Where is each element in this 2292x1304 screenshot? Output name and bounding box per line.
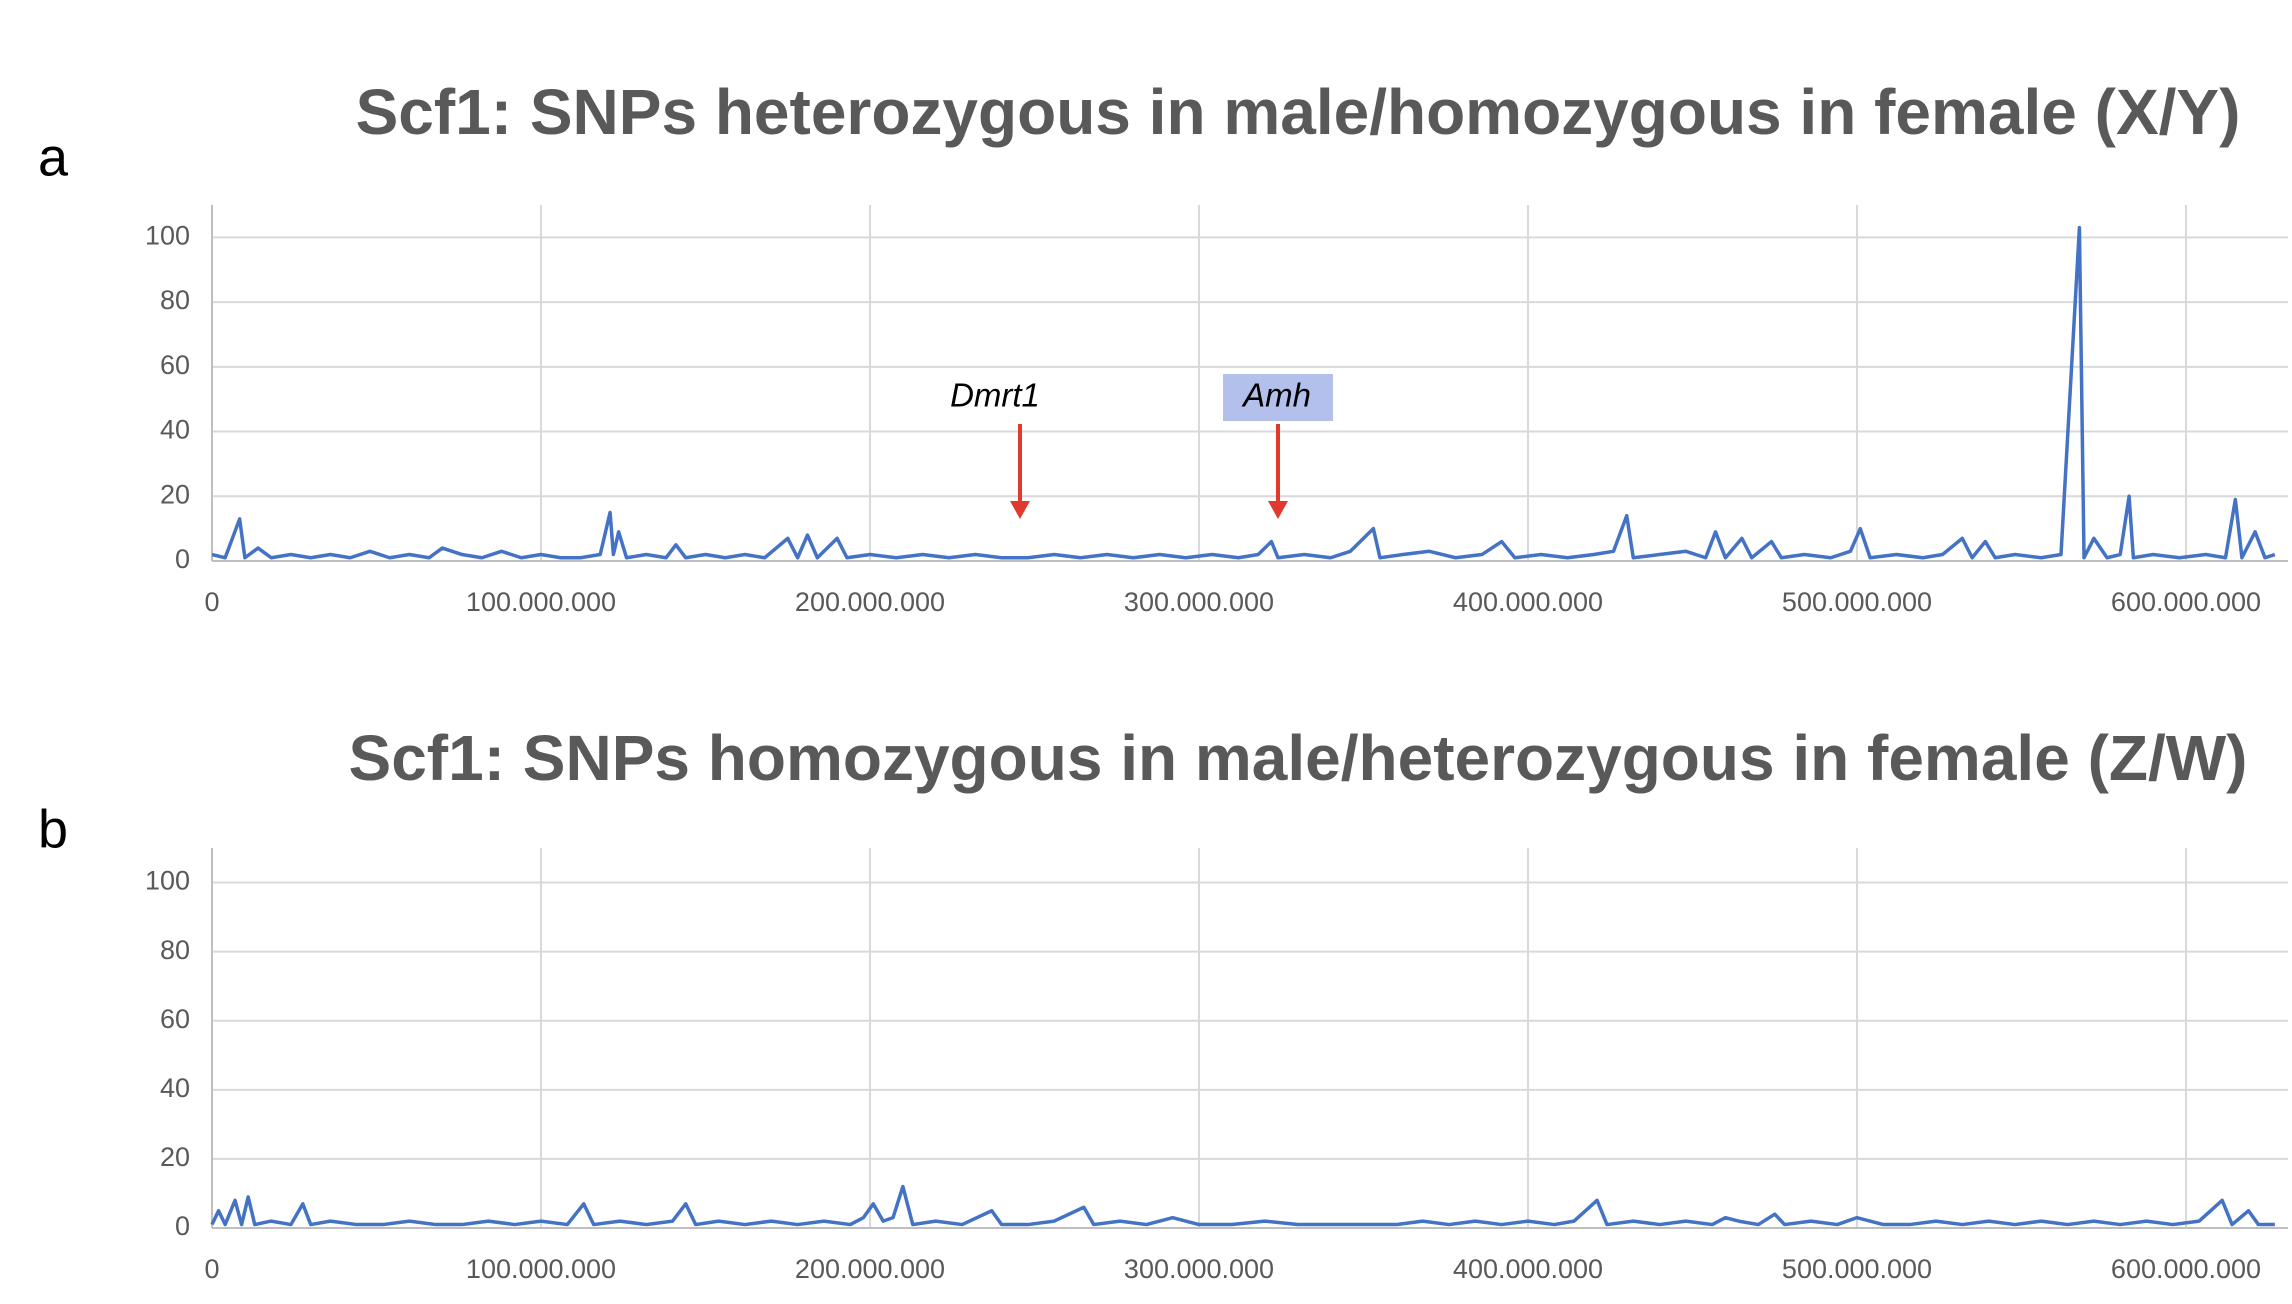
annotation: Dmrt1 bbox=[950, 377, 1040, 414]
y-tick-label: 0 bbox=[175, 544, 190, 574]
y-tick-label: 0 bbox=[175, 1211, 190, 1241]
annotation-arrowhead bbox=[1268, 501, 1288, 519]
annotation-highlight bbox=[1223, 374, 1333, 421]
y-tick-label: 40 bbox=[160, 415, 190, 445]
annotation: Amh bbox=[1241, 377, 1311, 414]
data-line bbox=[210, 1184, 2275, 1227]
data-line bbox=[211, 225, 2276, 560]
x-tick-label: 400.000.000 bbox=[1453, 1254, 1603, 1284]
chart-title: Scf1: SNPs homozygous in male/heterozygo… bbox=[349, 722, 2248, 794]
panel-label: a bbox=[38, 127, 69, 187]
chart-title: Scf1: SNPs heterozygous in male/homozygo… bbox=[356, 76, 2241, 148]
x-tick-label: 200.000.000 bbox=[795, 587, 945, 617]
x-tick-label: 300.000.000 bbox=[1124, 1254, 1274, 1284]
y-tick-label: 20 bbox=[160, 1142, 190, 1172]
x-tick-label: 0 bbox=[204, 587, 219, 617]
x-tick-label: 100.000.000 bbox=[466, 1254, 616, 1284]
y-tick-label: 20 bbox=[160, 479, 190, 509]
y-tick-label: 100 bbox=[145, 220, 190, 250]
y-tick-label: 80 bbox=[160, 935, 190, 965]
x-tick-label: 100.000.000 bbox=[466, 587, 616, 617]
x-tick-label: 0 bbox=[204, 1254, 219, 1284]
x-tick-label: 600.000.000 bbox=[2111, 1254, 2261, 1284]
panel-label: b bbox=[38, 799, 68, 859]
annotation-arrowhead bbox=[1010, 501, 1030, 519]
x-tick-label: 500.000.000 bbox=[1782, 1254, 1932, 1284]
y-tick-label: 60 bbox=[160, 1004, 190, 1034]
x-tick-label: 300.000.000 bbox=[1124, 587, 1274, 617]
y-tick-label: 80 bbox=[160, 285, 190, 315]
x-tick-label: 400.000.000 bbox=[1453, 587, 1603, 617]
y-tick-label: 40 bbox=[160, 1073, 190, 1103]
x-tick-label: 600.000.000 bbox=[2111, 587, 2261, 617]
x-tick-label: 200.000.000 bbox=[795, 1254, 945, 1284]
y-tick-label: 60 bbox=[160, 350, 190, 380]
x-tick-label: 500.000.000 bbox=[1782, 587, 1932, 617]
y-tick-label: 100 bbox=[145, 866, 190, 896]
